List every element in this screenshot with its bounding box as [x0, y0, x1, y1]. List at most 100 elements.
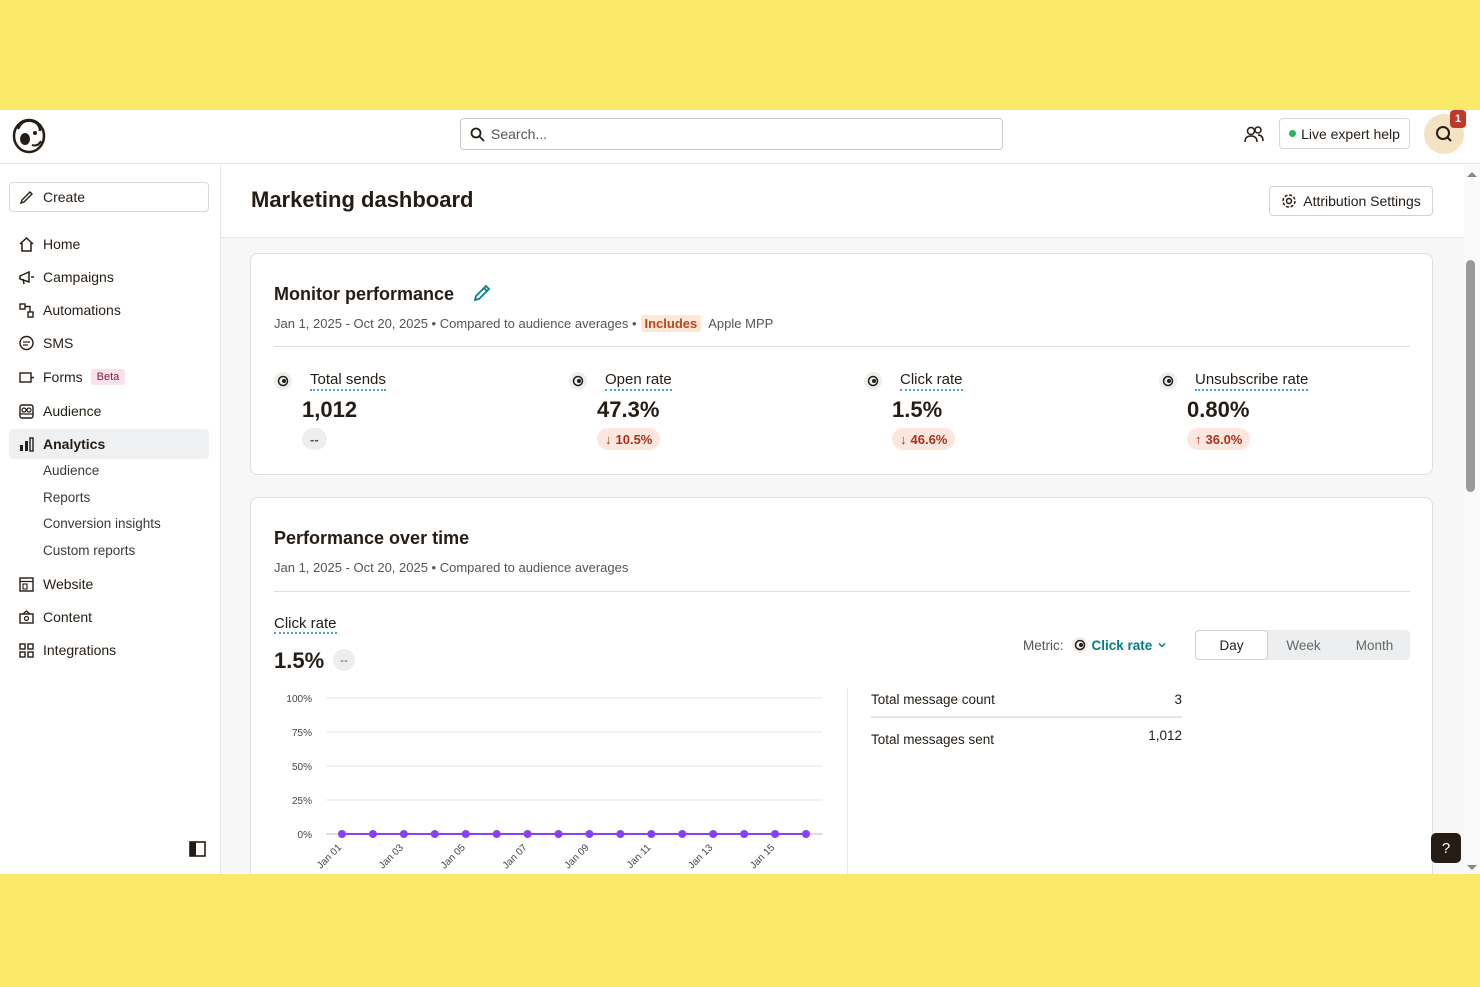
live-help-label: Live expert help	[1301, 125, 1400, 142]
sidebar-item-label: Analytics	[43, 436, 106, 452]
accounts-icon[interactable]	[1242, 123, 1266, 147]
sidebar-item-campaigns[interactable]: Campaigns	[9, 262, 209, 292]
sidebar-item-label: Home	[43, 236, 81, 252]
sidebar-item-automations[interactable]: Automations	[9, 295, 209, 325]
data-point[interactable]	[585, 830, 594, 838]
sidebar-subitem-custom-reports[interactable]: Custom reports	[43, 543, 136, 558]
sidebar-item-home[interactable]: Home	[9, 229, 209, 259]
online-status-dot	[1289, 130, 1297, 137]
monitor-title-text: Monitor performance	[274, 283, 455, 304]
scroll-up-arrow-icon[interactable]	[1464, 168, 1480, 180]
sidebar-subitem-conversion-insights[interactable]: Conversion insights	[43, 516, 161, 531]
metric-label[interactable]: Open rate	[605, 371, 672, 391]
benchmark-icon	[274, 372, 292, 390]
monitor-performance-title: Monitor performance	[274, 283, 492, 307]
sidebar-subitem-reports[interactable]: Reports	[43, 490, 91, 505]
divider	[274, 591, 1410, 592]
x-tick-label: Jan 11	[625, 842, 654, 871]
top-bar: Search... Live expert help 1	[0, 110, 1480, 164]
data-point[interactable]	[492, 830, 501, 838]
attribution-settings-label: Attribution Settings	[1303, 193, 1421, 209]
data-point[interactable]	[368, 830, 377, 838]
sidebar-item-label: SMS	[43, 335, 74, 351]
home-icon	[17, 235, 35, 253]
metric-select-value[interactable]: Click rate	[1092, 638, 1169, 653]
data-point[interactable]	[616, 830, 625, 838]
page-header: Marketing dashboard Attribution Settings	[221, 165, 1464, 238]
metric-value: 1.5%	[892, 397, 943, 422]
help-button[interactable]: ?	[1431, 833, 1461, 863]
data-point[interactable]	[523, 830, 532, 838]
notification-badge: 1	[1450, 110, 1466, 128]
metric-label[interactable]: Unsubscribe rate	[1195, 371, 1309, 391]
search-placeholder: Search...	[491, 126, 548, 142]
integrations-icon	[17, 641, 35, 659]
sidebar-item-label: Content	[43, 609, 93, 625]
benchmark-icon	[569, 372, 587, 390]
chart-metric-label[interactable]: Click rate	[274, 615, 337, 634]
arrow-down-icon: ↓	[605, 431, 612, 447]
performance-title: Performance over time	[274, 528, 470, 548]
sidebar-item-sms[interactable]: SMS	[9, 328, 209, 358]
data-point[interactable]	[461, 830, 470, 838]
metric-select-label: Metric:	[1023, 637, 1064, 653]
metric-change-badge: ↑ 36.0%	[1187, 428, 1251, 450]
data-point[interactable]	[399, 830, 408, 838]
live-expert-help-button[interactable]: Live expert help	[1279, 118, 1410, 149]
attribution-settings-button[interactable]: Attribution Settings	[1269, 186, 1433, 216]
data-point[interactable]	[709, 830, 718, 838]
automations-icon	[17, 301, 35, 319]
create-button[interactable]: Create	[9, 182, 209, 212]
sidebar-item-website[interactable]: Website	[9, 569, 209, 599]
period-toggle: Day Week Month	[1195, 630, 1410, 660]
x-tick-label: Jan 13	[686, 842, 715, 871]
sidebar-item-audience[interactable]: Audience	[9, 396, 209, 426]
monitor-subline: Jan 1, 2025 - Oct 20, 2025 • Compared to…	[274, 315, 773, 332]
data-point[interactable]	[740, 830, 749, 838]
data-point[interactable]	[554, 830, 563, 838]
data-point[interactable]	[678, 830, 687, 838]
metric-label[interactable]: Total sends	[310, 371, 386, 391]
analytics-icon	[17, 435, 35, 453]
data-point[interactable]	[771, 830, 780, 838]
collapse-sidebar-icon[interactable]	[189, 841, 206, 862]
metric-change-badge: ↓ 10.5%	[597, 428, 661, 450]
sidebar-subitem-audience[interactable]: Audience	[43, 463, 100, 478]
sidebar-item-forms[interactable]: Forms Beta	[9, 362, 209, 392]
metric-select-value-text: Click rate	[1091, 637, 1153, 653]
sidebar-item-label: Website	[43, 576, 94, 592]
chart-metric-change-badge: --	[333, 649, 355, 671]
edit-pencil-icon[interactable]	[473, 283, 492, 307]
stat-value: 1,012	[1148, 728, 1182, 743]
message-stats-panel: Total message count 3 Total messages sen…	[847, 688, 1187, 874]
period-week-button[interactable]: Week	[1286, 637, 1321, 653]
metric-change-badge: --	[302, 428, 327, 450]
monitor-performance-card: Monitor performance Jan 1, 2025 - Oct 20…	[250, 253, 1433, 475]
y-tick-label: 75%	[292, 728, 312, 739]
metric-change-value: 36.0%	[1205, 431, 1243, 447]
sidebar-item-label: Campaigns	[43, 269, 114, 285]
chart-metric-value: 1.5%	[274, 648, 325, 673]
sidebar-item-label: Forms	[43, 369, 83, 385]
scroll-down-arrow-icon[interactable]	[1464, 862, 1480, 874]
app-window: Search... Live expert help 1 Create Home…	[0, 110, 1480, 874]
period-month-button[interactable]: Month	[1355, 637, 1394, 653]
sidebar-item-content[interactable]: Content	[9, 602, 209, 632]
mailchimp-logo-icon[interactable]	[10, 115, 48, 155]
scrollbar-thumb[interactable]	[1466, 260, 1475, 492]
period-day-button[interactable]: Day	[1195, 630, 1268, 660]
metric-label[interactable]: Click rate	[900, 371, 963, 391]
search-icon	[470, 127, 485, 142]
sidebar-item-label: Audience	[43, 403, 102, 419]
search-input[interactable]: Search...	[460, 118, 1003, 150]
data-point[interactable]	[338, 830, 346, 838]
metric-select[interactable]: Metric: Click rate	[1023, 637, 1168, 653]
includes-badge: Includes	[640, 315, 702, 332]
stat-label: Total messages sent	[871, 732, 995, 747]
sidebar-item-analytics[interactable]: Analytics	[9, 429, 209, 459]
apple-mpp-label: Apple MPP	[708, 316, 774, 331]
data-point[interactable]	[647, 830, 656, 838]
sidebar-item-integrations[interactable]: Integrations	[9, 635, 209, 665]
data-point[interactable]	[430, 830, 439, 838]
data-point[interactable]	[802, 830, 810, 838]
